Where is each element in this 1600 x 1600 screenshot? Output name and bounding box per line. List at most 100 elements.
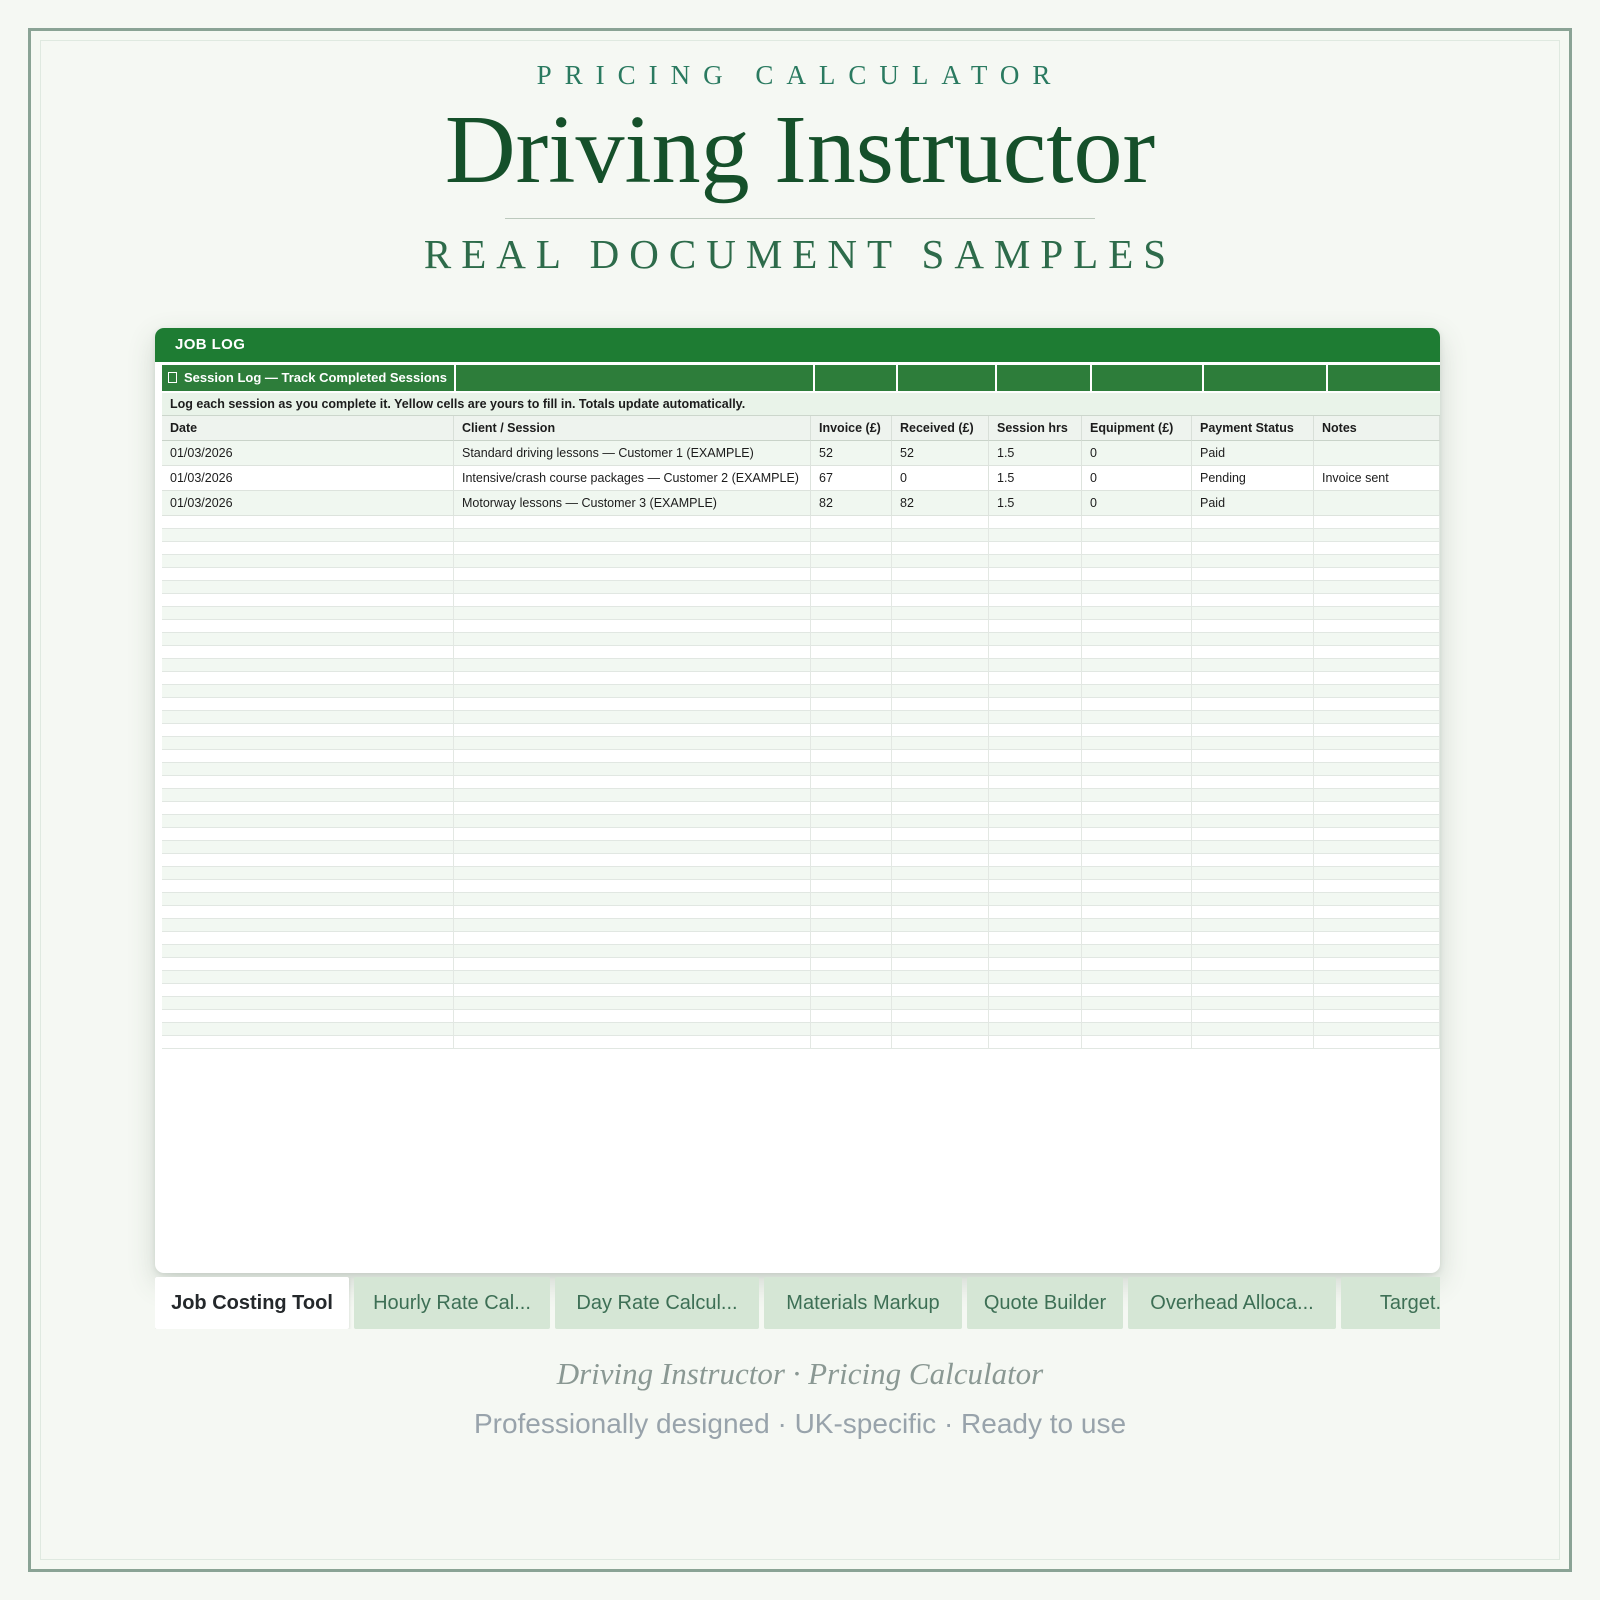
empty-cell[interactable] [989,789,1082,802]
empty-cell[interactable] [454,646,811,659]
empty-cell[interactable] [454,750,811,763]
empty-cell[interactable] [1314,763,1440,776]
empty-cell[interactable] [162,698,454,711]
empty-cell[interactable] [1082,685,1192,698]
empty-cell[interactable] [454,659,811,672]
empty-cell[interactable] [989,737,1082,750]
empty-cell[interactable] [989,672,1082,685]
empty-cell[interactable] [1192,698,1314,711]
empty-cell[interactable] [1192,1010,1314,1023]
tab-target[interactable]: Target... [1341,1277,1440,1329]
empty-cell[interactable] [1082,880,1192,893]
empty-cell[interactable] [1192,542,1314,555]
empty-cell[interactable] [989,971,1082,984]
empty-cell[interactable] [1314,854,1440,867]
empty-cell[interactable] [1192,737,1314,750]
empty-cell[interactable] [811,685,892,698]
empty-cell[interactable] [162,763,454,776]
empty-cell[interactable] [454,893,811,906]
cell-invoice[interactable]: 67 [811,466,892,491]
empty-cell[interactable] [811,646,892,659]
empty-cell[interactable] [892,581,989,594]
empty-cell[interactable] [162,971,454,984]
empty-cell[interactable] [1082,997,1192,1010]
empty-cell[interactable] [1082,841,1192,854]
empty-cell[interactable] [1192,633,1314,646]
empty-cell[interactable] [1314,893,1440,906]
empty-cell[interactable] [454,672,811,685]
empty-cell[interactable] [162,906,454,919]
empty-cell[interactable] [989,932,1082,945]
empty-cell[interactable] [1314,724,1440,737]
empty-cell[interactable] [1082,646,1192,659]
empty-cell[interactable] [1192,750,1314,763]
empty-cell[interactable] [162,789,454,802]
empty-cell[interactable] [1314,984,1440,997]
empty-cell[interactable] [1082,750,1192,763]
empty-cell[interactable] [1082,516,1192,529]
empty-cell[interactable] [989,997,1082,1010]
empty-cell[interactable] [1082,542,1192,555]
empty-cell[interactable] [454,789,811,802]
empty-cell[interactable] [892,711,989,724]
empty-cell[interactable] [989,945,1082,958]
empty-cell[interactable] [162,1010,454,1023]
empty-cell[interactable] [811,724,892,737]
empty-cell[interactable] [162,555,454,568]
empty-cell[interactable] [1082,594,1192,607]
column-header-payment-status[interactable]: Payment Status [1192,416,1314,441]
empty-cell[interactable] [892,516,989,529]
empty-cell[interactable] [811,737,892,750]
empty-cell[interactable] [162,1036,454,1049]
empty-cell[interactable] [811,750,892,763]
empty-cell[interactable] [1314,750,1440,763]
column-header-notes[interactable]: Notes [1314,416,1440,441]
empty-cell[interactable] [162,672,454,685]
empty-cell[interactable] [1314,971,1440,984]
empty-cell[interactable] [454,906,811,919]
empty-cell[interactable] [989,698,1082,711]
cell-date[interactable]: 01/03/2026 [162,491,454,516]
empty-cell[interactable] [811,698,892,711]
empty-cell[interactable] [1314,997,1440,1010]
empty-cell[interactable] [1082,906,1192,919]
empty-cell[interactable] [1082,828,1192,841]
empty-cell[interactable] [811,841,892,854]
empty-cell[interactable] [162,776,454,789]
empty-cell[interactable] [811,516,892,529]
empty-cell[interactable] [892,1036,989,1049]
empty-cell[interactable] [811,672,892,685]
empty-cell[interactable] [1192,1023,1314,1036]
empty-cell[interactable] [1192,659,1314,672]
empty-cell[interactable] [162,659,454,672]
cell-payment-status[interactable]: Paid [1192,441,1314,466]
empty-cell[interactable] [811,633,892,646]
cell-received[interactable]: 82 [892,491,989,516]
tab-day-rate-calculator[interactable]: Day Rate Calcul... [555,1277,759,1329]
empty-cell[interactable] [989,646,1082,659]
tab-quote-builder[interactable]: Quote Builder [967,1277,1123,1329]
empty-cell[interactable] [454,997,811,1010]
empty-cell[interactable] [454,1023,811,1036]
empty-cell[interactable] [1314,919,1440,932]
empty-cell[interactable] [989,659,1082,672]
empty-cell[interactable] [892,828,989,841]
empty-cell[interactable] [1082,984,1192,997]
cell-received[interactable]: 0 [892,466,989,491]
empty-cell[interactable] [162,620,454,633]
empty-cell[interactable] [1082,581,1192,594]
tab-job-costing-tool[interactable]: Job Costing Tool [155,1277,349,1329]
empty-cell[interactable] [454,516,811,529]
empty-cell[interactable] [1082,867,1192,880]
empty-cell[interactable] [454,685,811,698]
empty-cell[interactable] [1314,789,1440,802]
cell-equipment[interactable]: 0 [1082,466,1192,491]
empty-cell[interactable] [1082,958,1192,971]
empty-cell[interactable] [454,828,811,841]
empty-cell[interactable] [892,633,989,646]
empty-cell[interactable] [1192,529,1314,542]
column-header-client-session[interactable]: Client / Session [454,416,811,441]
empty-cell[interactable] [892,568,989,581]
empty-cell[interactable] [989,763,1082,776]
empty-cell[interactable] [811,997,892,1010]
